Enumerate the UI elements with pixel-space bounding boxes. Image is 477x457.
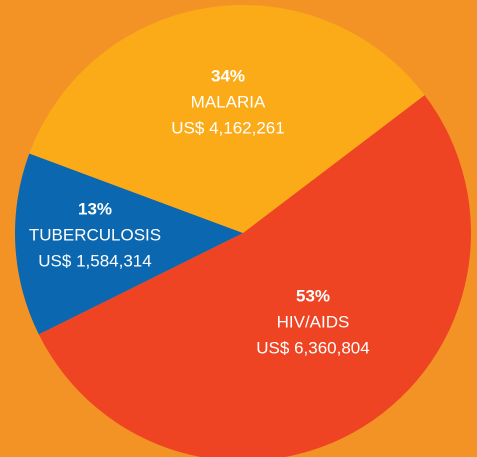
pie-slice [29, 4, 425, 233]
slice-label: TUBERCULOSIS [29, 225, 161, 244]
slice-amount: US$ 1,584,314 [38, 251, 151, 270]
slice-percent: 53% [296, 286, 330, 305]
slice-percent: 13% [78, 199, 112, 218]
pie-slice [38, 95, 471, 457]
slice-label: HIV/AIDS [277, 312, 350, 331]
slice-percent: 34% [211, 66, 245, 85]
slice-amount: US$ 4,162,261 [171, 118, 284, 137]
slice-label: MALARIA [191, 92, 266, 111]
pie-slice [14, 153, 244, 335]
slice-amount: US$ 6,360,804 [256, 338, 369, 357]
